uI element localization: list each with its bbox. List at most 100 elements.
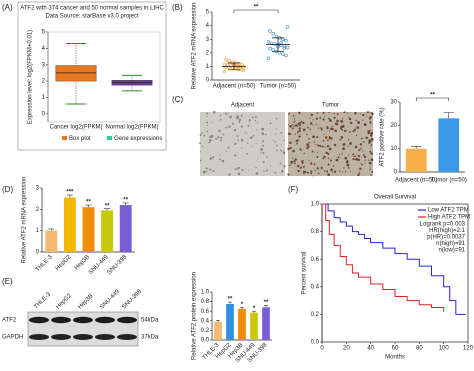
micrograph-cell <box>329 119 332 122</box>
micrograph-cell <box>224 112 227 115</box>
micrograph-cell <box>371 170 374 173</box>
micrograph-cell <box>349 130 351 133</box>
x-tick-label: Adjacent (n=50) <box>395 178 438 184</box>
micrograph-cell <box>276 144 278 147</box>
micrograph-cell <box>321 145 324 148</box>
micrograph-cell <box>272 139 275 141</box>
micrograph-cell <box>314 169 316 172</box>
y-tick-label: 4 <box>42 46 46 52</box>
y-tick-label: 1.0 <box>311 202 320 208</box>
micrograph-cell <box>327 173 330 177</box>
y-tick-label: 0 <box>36 250 40 256</box>
micrograph-cell <box>354 111 357 115</box>
data-point <box>240 62 244 67</box>
plot-frame <box>47 31 161 123</box>
micrograph-cell <box>205 112 208 115</box>
micrograph-cell <box>368 159 370 161</box>
data-point <box>285 25 290 29</box>
micrograph-cell <box>260 152 262 154</box>
micrograph-cell <box>322 140 325 142</box>
y-tick-label: 0.8 <box>201 299 210 305</box>
micrograph-cell <box>370 141 372 143</box>
micrograph-cell <box>296 142 298 145</box>
micrograph-cell <box>362 113 365 117</box>
legend-label: Box plot <box>69 136 91 142</box>
micrograph-cell <box>202 170 206 174</box>
micrograph-cell <box>308 142 310 144</box>
micrograph-cell <box>247 124 250 127</box>
micrograph-cell <box>357 154 361 158</box>
micrograph-cell <box>357 121 360 124</box>
data-point <box>285 45 290 50</box>
micrograph-cell <box>347 145 349 147</box>
micrograph-cell <box>275 128 277 130</box>
significance-label: *** <box>66 190 74 196</box>
bar <box>63 197 76 252</box>
y-tick-label: 30 <box>390 100 397 106</box>
micrograph-cell <box>293 121 295 123</box>
micrograph-cell <box>293 160 296 163</box>
micrograph-cell <box>201 145 204 148</box>
micrograph-cell <box>303 152 305 155</box>
micrograph-cell <box>322 111 325 114</box>
micrograph-cell <box>332 128 334 130</box>
micrograph-cell <box>336 119 339 122</box>
x-axis-label: Months <box>385 355 405 361</box>
micrograph-cell <box>355 155 357 157</box>
micrograph-cell <box>353 155 355 158</box>
error-bar <box>264 305 268 308</box>
micrograph-cell <box>293 125 295 127</box>
micrograph-cell <box>246 152 249 155</box>
micrograph-cell <box>342 147 345 150</box>
micrograph-cell <box>309 117 311 119</box>
micrograph-cell <box>300 149 302 151</box>
y-tick-label: 3 <box>42 62 46 68</box>
micrograph-cell <box>244 131 246 133</box>
micrograph-cell <box>325 170 329 173</box>
micrograph-cell <box>323 115 326 117</box>
micrograph-cell <box>369 120 372 124</box>
micrograph-cell <box>211 156 215 159</box>
micrograph-cell <box>370 158 374 162</box>
micrograph-cell <box>327 157 330 160</box>
micrograph-label: Adjacent <box>231 103 255 109</box>
micrograph-cell <box>290 161 294 164</box>
micrograph-cell <box>262 144 265 147</box>
micrograph-cell <box>206 130 209 133</box>
micrograph-cell <box>288 113 291 115</box>
micrograph-cell <box>298 135 301 138</box>
micrograph-cell <box>359 143 363 146</box>
micrograph-cell <box>307 126 309 129</box>
micrograph-cell <box>355 157 359 161</box>
micrograph-cell <box>355 158 357 160</box>
data-point <box>268 47 272 51</box>
x-tick-label: Cancer log2(FPKM) <box>49 125 102 131</box>
error-bar <box>48 228 55 231</box>
micrograph-cell <box>302 165 305 168</box>
micrograph-cell <box>300 167 302 169</box>
error-bar <box>443 112 454 119</box>
micrograph-cell <box>269 122 272 125</box>
micrograph-cell <box>344 129 347 133</box>
panel-label: (E) <box>2 277 13 286</box>
data-point <box>277 51 282 55</box>
band <box>29 334 49 340</box>
micrograph-cell <box>323 170 326 172</box>
micrograph-cell <box>251 136 253 138</box>
micrograph-cell <box>335 158 339 162</box>
micrograph-cell <box>350 121 353 125</box>
panel-label: (D) <box>2 185 13 194</box>
lane-label: SNU-449 <box>99 288 121 310</box>
panel-label: (B) <box>172 3 183 12</box>
micrograph-cell <box>218 136 220 138</box>
micrograph-cell <box>330 168 334 172</box>
data-point <box>241 68 246 73</box>
micrograph-cell <box>362 150 364 152</box>
micrograph-cell <box>348 116 350 118</box>
micrograph-cell <box>311 150 314 153</box>
micrograph-cell <box>340 125 343 129</box>
micrograph-cell <box>347 139 350 141</box>
micrograph-cell <box>312 119 314 121</box>
micrograph-cell <box>333 116 336 119</box>
micrograph-cell <box>299 124 302 127</box>
